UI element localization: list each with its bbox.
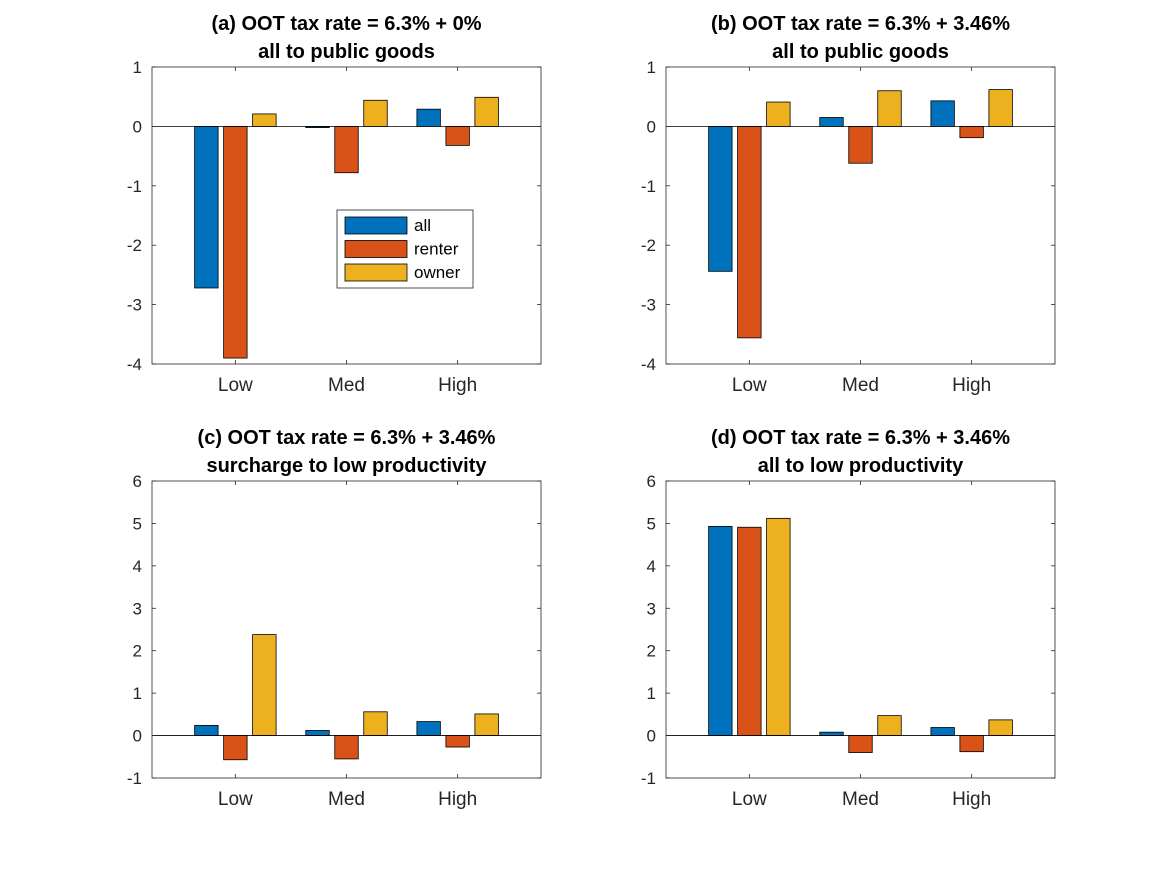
bar-renter-low (223, 735, 248, 761)
legend-swatch-renter (344, 240, 408, 258)
y-tick-label: 5 (647, 514, 656, 533)
chart-panel-1: Low Med High -4 -3 -2 -1 0 1 (a) OOT tax rate = 6… (127, 13, 542, 396)
y-tick-label: -1 (641, 769, 656, 788)
bar-renter-high (959, 126, 984, 139)
y-tick-label: -1 (641, 177, 656, 196)
bar-all-low (194, 126, 219, 289)
bar-renter-med (334, 126, 359, 174)
y-tick-label: 0 (647, 117, 656, 136)
legend-swatch-owner (344, 263, 408, 282)
chart-subtitle: all to public goods (772, 41, 949, 63)
bar-owner-high (988, 719, 1013, 736)
chart-subtitle: all to low productivity (758, 455, 964, 477)
bar-owner-med (877, 715, 902, 736)
y-tick-label: 1 (647, 684, 656, 703)
y-tick-label: -4 (641, 355, 656, 374)
legend: all renter owner (336, 209, 474, 289)
x-tick-label: Low (218, 789, 253, 810)
legend-label-owner: owner (414, 263, 461, 282)
bar-renter-high (445, 126, 470, 146)
x-tick-label: High (438, 789, 477, 810)
x-tick-label: Low (732, 789, 767, 810)
bar-renter-high (959, 735, 984, 753)
y-tick-label: -3 (127, 296, 142, 315)
y-tick-label: 1 (133, 684, 142, 703)
y-tick-label: -4 (127, 355, 142, 374)
chart-panel-2: Low Med High -4 -3 -2 -1 0 1 (b) OOT tax rate = 6… (641, 13, 1056, 396)
y-tick-label: 1 (133, 58, 142, 77)
bar-owner-high (474, 713, 499, 736)
y-tick-label: -3 (641, 296, 656, 315)
bar-renter-med (334, 735, 359, 760)
legend-swatch-all (344, 216, 408, 235)
chart-subtitle: surcharge to low productivity (206, 455, 487, 477)
bar-owner-med (363, 711, 388, 736)
y-tick-label: 3 (133, 599, 142, 618)
bar-all-high (416, 721, 441, 736)
y-tick-label: -1 (127, 769, 142, 788)
chart-panel-3: Low Med High -1 0 1 2 3 4 5 6 (c) OOT tax rate = 6.… (127, 427, 542, 810)
bar-all-low (708, 126, 733, 272)
bar-owner-low (766, 517, 791, 736)
y-tick-label: 0 (133, 117, 142, 136)
bar-owner-low (252, 634, 277, 736)
y-tick-label: 0 (133, 727, 142, 746)
y-tick-label: 3 (647, 599, 656, 618)
bar-all-med (819, 731, 844, 736)
x-tick-label: High (952, 375, 991, 396)
bar-renter-med (848, 126, 873, 164)
bar-renter-low (737, 526, 762, 736)
x-tick-label: Med (328, 375, 365, 396)
x-tick-label: Med (328, 789, 365, 810)
y-tick-label: -2 (641, 236, 656, 255)
bar-renter-low (223, 126, 248, 359)
chart-title: (c) OOT tax rate = 6.3% + 3.46% (198, 427, 496, 449)
bar-all-high (930, 727, 955, 736)
x-tick-label: High (952, 789, 991, 810)
chart-subtitle: all to public goods (258, 41, 435, 63)
bar-all-med (305, 730, 330, 736)
x-tick-label: High (438, 375, 477, 396)
x-tick-label: Med (842, 789, 879, 810)
chart-title: (b) OOT tax rate = 6.3% + 3.46% (711, 13, 1010, 35)
bar-all-med (819, 117, 844, 127)
y-tick-label: 4 (133, 557, 142, 576)
bar-all-low (708, 525, 733, 736)
x-tick-label: Low (732, 375, 767, 396)
y-tick-label: 0 (647, 727, 656, 746)
y-tick-label: 6 (133, 472, 142, 491)
y-tick-label: 2 (647, 642, 656, 661)
x-tick-label: Med (842, 375, 879, 396)
bar-all-high (930, 100, 955, 127)
bar-all-high (416, 108, 441, 127)
chart-panel-4: Low Med High -1 0 1 2 3 4 5 6 (d) OOT tax rate = 6.… (641, 427, 1056, 810)
y-tick-label: 4 (647, 557, 656, 576)
bar-all-low (194, 724, 219, 736)
y-tick-label: 5 (133, 514, 142, 533)
bar-renter-high (445, 735, 470, 748)
bar-owner-med (877, 90, 902, 127)
bar-owner-med (363, 99, 388, 127)
bar-renter-med (848, 735, 873, 753)
y-tick-label: -1 (127, 177, 142, 196)
y-tick-label: -2 (127, 236, 142, 255)
bar-owner-low (252, 113, 277, 127)
y-tick-label: 2 (133, 642, 142, 661)
bar-renter-low (737, 126, 762, 339)
chart-title: (a) OOT tax rate = 6.3% + 0% (211, 13, 481, 35)
y-tick-label: 6 (647, 472, 656, 491)
legend-label-renter: renter (414, 240, 459, 259)
bar-owner-high (474, 96, 499, 127)
legend-label-all: all (414, 216, 431, 235)
bar-owner-high (988, 89, 1013, 127)
y-tick-label: 1 (647, 58, 656, 77)
bar-owner-low (766, 101, 791, 127)
chart-title: (d) OOT tax rate = 6.3% + 3.46% (711, 427, 1010, 449)
x-tick-label: Low (218, 375, 253, 396)
